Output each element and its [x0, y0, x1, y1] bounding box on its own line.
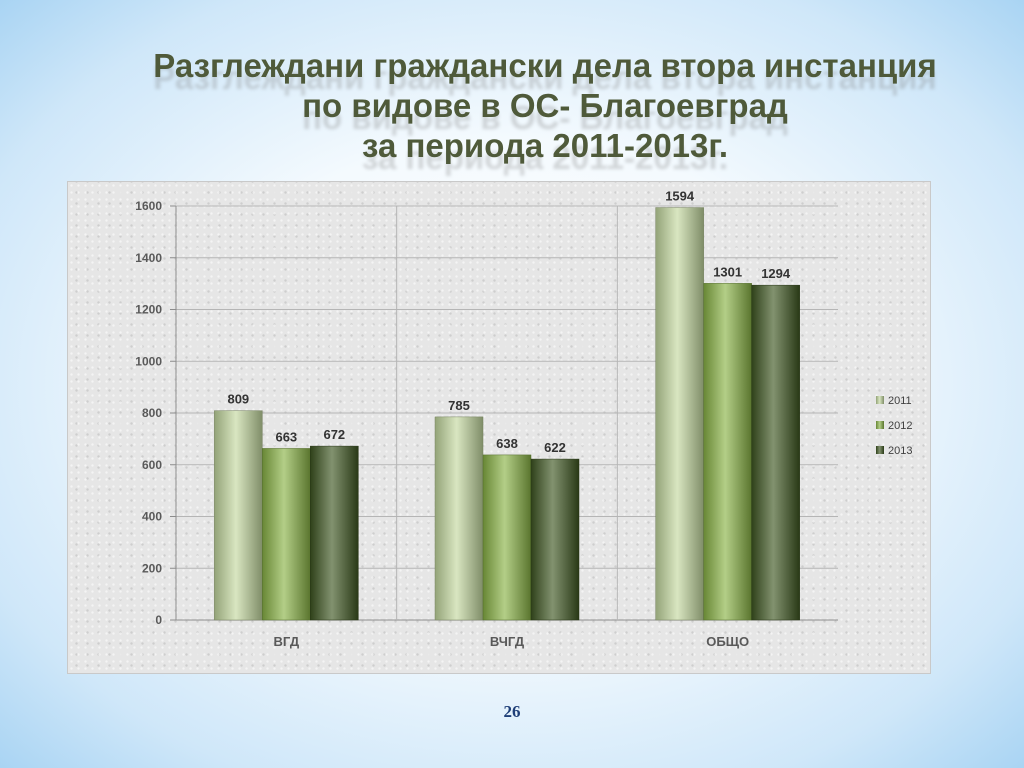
title-line-2: по видове в ОС- Благоевград — [302, 87, 788, 124]
bar-2011-ОБЩО — [655, 207, 704, 621]
legend-swatch — [876, 396, 884, 404]
y-tick-label: 600 — [142, 458, 162, 472]
y-tick-label: 1000 — [135, 354, 162, 368]
legend-swatch — [876, 446, 884, 454]
x-tick-label: ВГД — [273, 634, 299, 649]
data-label: 638 — [496, 436, 518, 451]
slide-title: Разглеждани граждански дела втора инстан… — [100, 46, 990, 166]
bar-chart: 0 200 400 600 800 1000 1200 1400 1600 809 663 672 В… — [135, 189, 912, 649]
y-tick-label: 800 — [142, 406, 162, 420]
bar-2012-ВЧГД — [482, 454, 532, 621]
legend-label: 2011 — [888, 395, 912, 407]
bar-2013-ВЧГД — [530, 458, 580, 621]
legend-label: 2012 — [888, 420, 912, 432]
page-number: 26 — [503, 702, 521, 721]
labels-layer: 809 663 672 ВГД 785 638 622 ВЧГД 1594 1301 1294 ОБЩ… — [227, 189, 790, 649]
bars-layer — [214, 207, 800, 621]
y-tick-label: 1400 — [135, 251, 162, 265]
data-label: 785 — [448, 398, 470, 413]
bar-2012-ОБЩО — [703, 283, 752, 621]
data-label: 672 — [323, 427, 345, 442]
x-tick-label: ВЧГД — [490, 634, 525, 649]
y-tick-label: 0 — [155, 613, 162, 627]
y-tick-label: 200 — [142, 561, 162, 575]
title-line-3: за периода 2011-2013г. — [361, 127, 728, 164]
data-label: 809 — [227, 392, 249, 407]
x-tick-label: ОБЩО — [706, 634, 749, 649]
title-line-1: Разглеждани граждански дела втора инстан… — [153, 47, 937, 84]
bar-2013-ОБЩО — [751, 284, 800, 621]
bar-2011-ВЧГД — [434, 416, 484, 621]
chart-frame: 0 200 400 600 800 1000 1200 1400 1600 809 663 672 В… — [67, 181, 931, 674]
bar-2011-ВГД — [214, 410, 263, 621]
y-tick-label: 1200 — [135, 303, 162, 317]
bar-2012-ВГД — [262, 448, 311, 621]
legend-swatch — [876, 421, 884, 429]
bar-2013-ВГД — [310, 445, 359, 621]
legend: 2011 2012 2013 — [876, 395, 912, 457]
data-label: 1594 — [665, 189, 695, 204]
y-tick-label: 1600 — [135, 199, 162, 213]
data-label: 1294 — [761, 266, 791, 281]
data-label: 663 — [275, 429, 297, 444]
data-label: 622 — [544, 440, 566, 455]
legend-label: 2013 — [888, 445, 912, 457]
data-label: 1301 — [713, 264, 742, 279]
y-tick-label: 400 — [142, 510, 162, 524]
